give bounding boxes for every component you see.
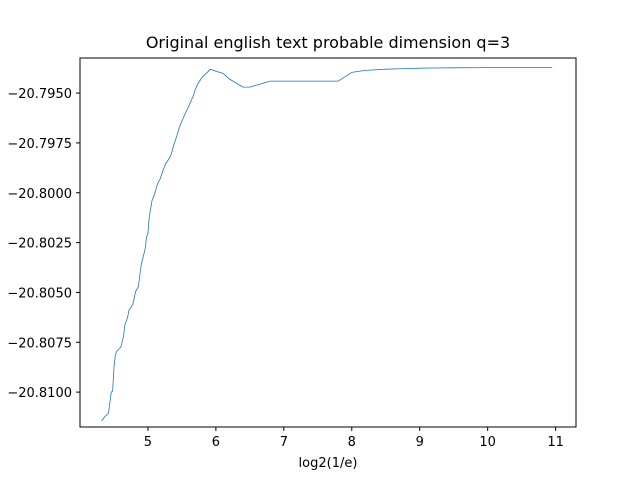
y-tick-label: −20.8075 [7,336,72,351]
x-tick-label: 5 [144,435,152,450]
y-tick-label: −20.8000 [7,187,72,202]
x-tick-label: 6 [212,435,220,450]
x-axis: 5 6 7 8 9 10 11 [144,427,564,450]
series-line [101,67,553,422]
x-tick-label: 7 [280,435,288,450]
y-axis: −20.8100 −20.8075 −20.8050 −20.8025 −20.8000… [7,87,80,401]
y-tick-label: −20.8025 [7,237,72,252]
y-tick-label: −20.7950 [7,87,72,102]
y-tick-label: −20.7975 [7,137,72,152]
x-tick-label: 9 [416,435,424,450]
y-tick-label: −20.8100 [7,386,72,401]
x-tick-label: 11 [547,435,564,450]
x-axis-label: log2(1/e) [299,456,358,471]
x-tick-label: 8 [348,435,356,450]
y-tick-label: −20.8050 [7,286,72,301]
chart-title: Original english text probable dimension… [146,33,510,52]
x-tick-label: 10 [479,435,496,450]
plot-area [101,67,553,422]
